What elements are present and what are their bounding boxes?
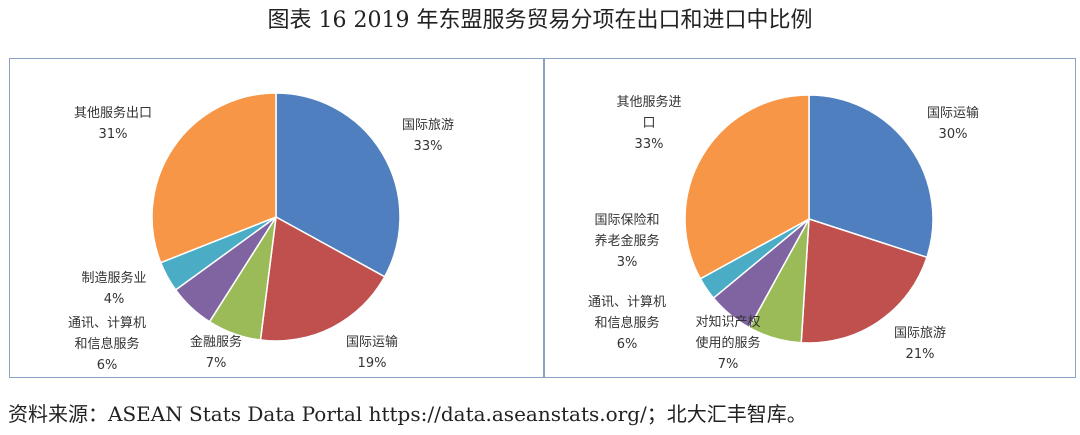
slice-label-1-5: 其他服务进口 33% — [616, 94, 681, 152]
slice-label-1-4: 国际保险和养老金服务 3% — [594, 213, 659, 270]
pie-slice-1-5 — [684, 94, 810, 280]
pie-slice-1-0 — [808, 94, 934, 259]
export-pie-chart: 国际旅游 33% 国际运输 19% 金融服务 7% 通讯、计算机和信息服务 6% 制造服务业 4%… — [68, 92, 454, 373]
slice-label-0-0: 国际旅游 33% — [402, 118, 454, 154]
import-pie-chart: 国际运输 30% 国际旅游 21% 对知识产权使用的服务 7% 通讯、计算机和信息服务 6% 国… — [588, 94, 979, 372]
slice-label-0-4: 制造服务业 4% — [81, 270, 146, 307]
pie-slice-0-1 — [259, 215, 386, 342]
pie-slice-0-5 — [151, 92, 277, 264]
slice-label-0-1: 国际运输 19% — [346, 334, 398, 371]
slice-label-1-3: 通讯、计算机和信息服务 6% — [588, 295, 666, 352]
export-pie-panel: 国际旅游 33% 国际运输 19% 金融服务 7% 通讯、计算机和信息服务 6% 制造服务业 4%… — [9, 58, 544, 378]
source-text: ASEAN Stats Data Portal https://data.ase… — [108, 402, 647, 426]
source-suffix: ；北大汇丰智库。 — [646, 402, 807, 426]
import-pie-panel: 国际运输 30% 国际旅游 21% 对知识产权使用的服务 7% 通讯、计算机和信息服务 6% 国… — [544, 58, 1076, 378]
pie-slice-1-1 — [800, 217, 928, 344]
source-note: 资料来源：ASEAN Stats Data Portal https://dat… — [8, 398, 807, 427]
pie-slice-0-0 — [275, 92, 401, 278]
slice-label-0-2: 金融服务 7% — [190, 334, 242, 371]
slice-label-0-3: 通讯、计算机和信息服务 6% — [68, 316, 146, 373]
slice-label-0-5: 其他服务出口 31% — [74, 105, 152, 142]
slice-label-1-1: 国际旅游 21% — [894, 326, 946, 362]
source-prefix: 资料来源： — [8, 402, 108, 426]
figure-title: 图表 16 2019 年东盟服务贸易分项在出口和进口中比例 — [267, 8, 813, 33]
slice-label-1-0: 国际运输 30% — [927, 105, 979, 142]
slice-label-1-2: 对知识产权使用的服务 7% — [695, 314, 760, 372]
